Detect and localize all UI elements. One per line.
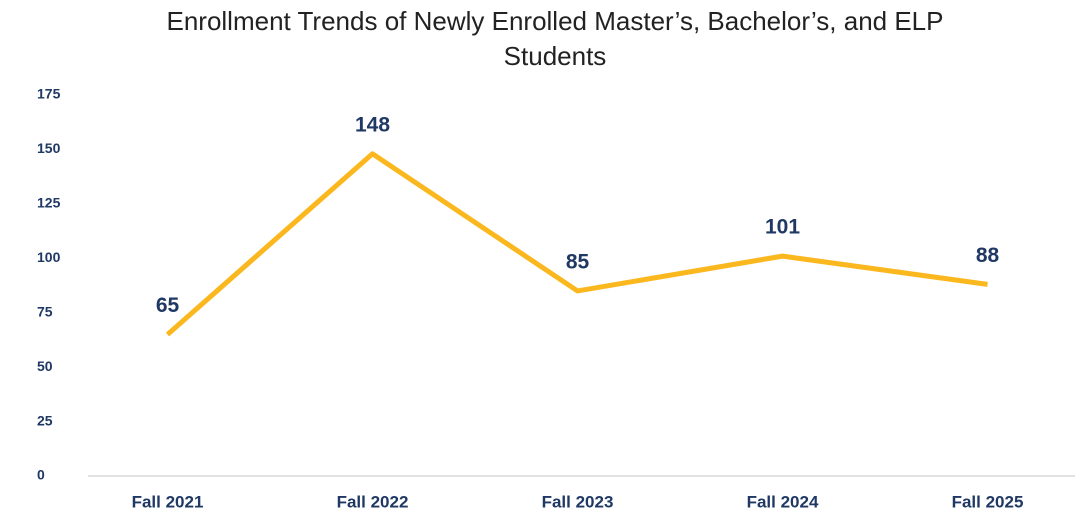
y-tick-label: 125 [37, 195, 61, 211]
line [165, 151, 988, 337]
data-label: 85 [566, 250, 590, 273]
data-label: 88 [976, 244, 1000, 267]
y-tick-label: 100 [37, 249, 61, 265]
x-tick-label: Fall 2024 [747, 492, 819, 511]
chart-title: Enrollment Trends of Newly Enrolled Mast… [166, 6, 944, 71]
x-tick-label: Fall 2025 [952, 492, 1024, 511]
y-tick-label: 75 [37, 303, 53, 319]
y-tick-label: 25 [37, 412, 53, 428]
data-label: 65 [156, 294, 180, 317]
y-tick-label: 50 [37, 358, 53, 374]
data-label: 101 [765, 216, 800, 239]
x-tick-label: Fall 2022 [337, 492, 409, 511]
y-tick-label: 0 [37, 467, 45, 483]
data-label: 148 [355, 113, 390, 136]
x-tick-label: Fall 2021 [132, 492, 204, 511]
x-tick-label: Fall 2023 [542, 492, 614, 511]
y-tick-label: 175 [37, 86, 61, 102]
y-tick-label: 150 [37, 140, 61, 156]
